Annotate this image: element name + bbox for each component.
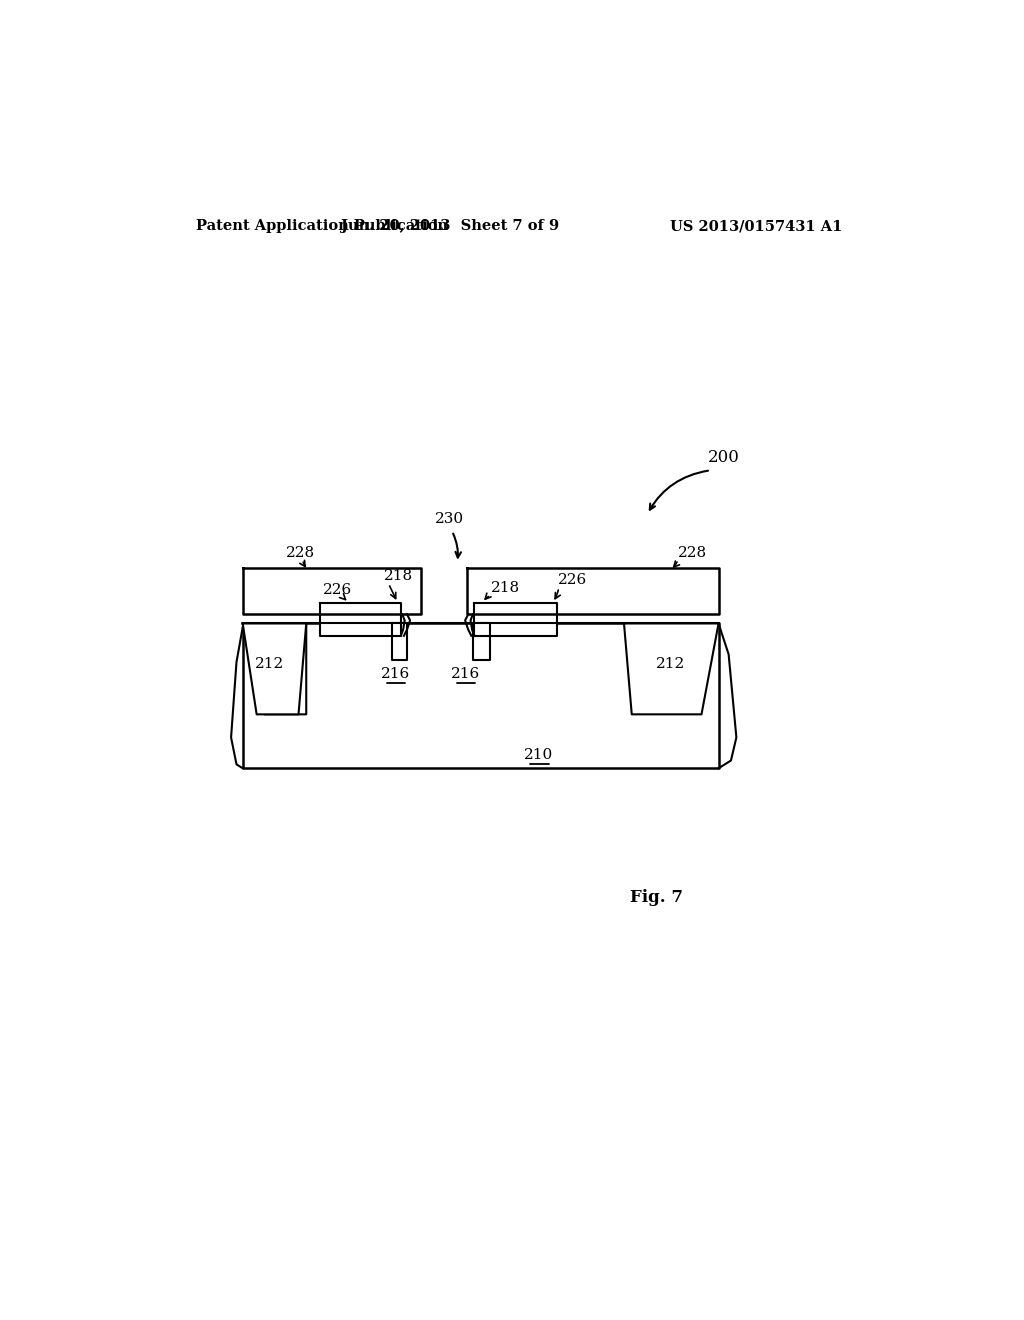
Polygon shape [473,623,489,660]
Text: 228: 228 [678,545,708,560]
Text: 218: 218 [490,581,520,595]
Text: 226: 226 [323,582,352,597]
Text: 216: 216 [381,668,410,681]
Text: 212: 212 [255,657,285,672]
Polygon shape [243,623,719,768]
Text: 228: 228 [286,545,314,560]
Text: Patent Application Publication: Patent Application Publication [197,219,449,234]
Text: 216: 216 [451,668,480,681]
Text: US 2013/0157431 A1: US 2013/0157431 A1 [671,219,843,234]
Text: 212: 212 [656,657,685,672]
Text: 200: 200 [708,449,739,466]
Text: 210: 210 [524,748,553,762]
Polygon shape [391,623,407,660]
Text: 226: 226 [558,573,588,587]
Polygon shape [243,568,421,614]
Polygon shape [624,623,719,714]
Polygon shape [321,603,400,636]
Polygon shape [243,623,306,714]
Polygon shape [474,603,557,636]
Text: 230: 230 [435,512,464,525]
Text: Fig. 7: Fig. 7 [630,890,683,906]
Text: 218: 218 [384,569,413,582]
Polygon shape [467,568,719,614]
Polygon shape [243,623,306,714]
Text: Jun. 20, 2013  Sheet 7 of 9: Jun. 20, 2013 Sheet 7 of 9 [341,219,559,234]
